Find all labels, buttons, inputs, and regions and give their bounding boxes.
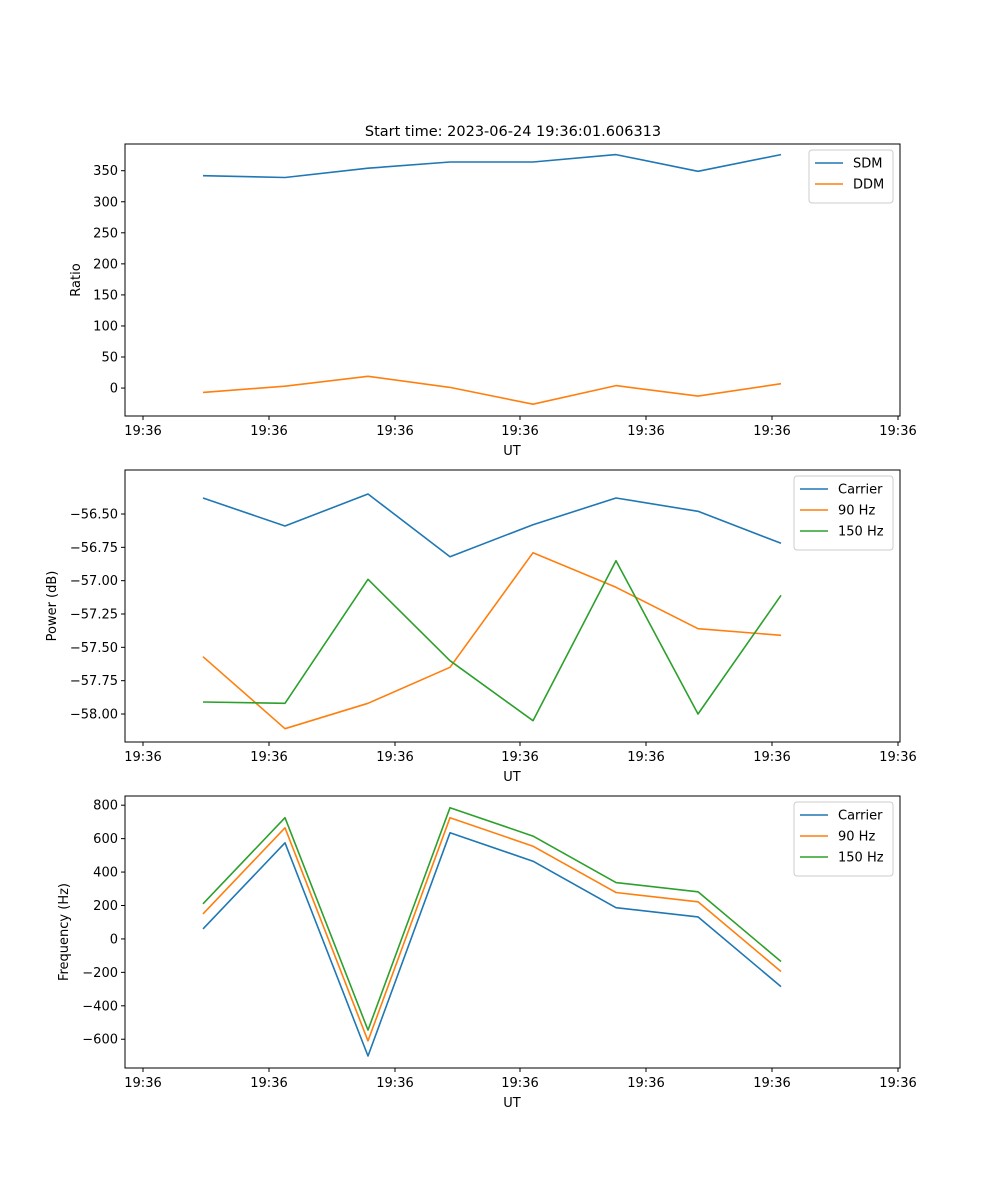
y-tick-label: 0: [110, 932, 118, 947]
x-tick-label: 19:36: [376, 1076, 413, 1091]
y-tick-label: 250: [93, 226, 118, 241]
legend: Carrier 90 Hz 150 Hz: [793, 801, 894, 877]
axes-frame: [124, 469, 901, 743]
x-axis-label: UT: [503, 444, 521, 459]
x-tick-label: 19:36: [753, 750, 790, 765]
y-tick-label: −56.50: [70, 508, 118, 523]
x-tick-label: 19:36: [250, 1076, 287, 1091]
legend-label: 150 Hz: [838, 851, 884, 866]
y-tick-label: −57.50: [70, 641, 118, 656]
y-tick-label: 800: [93, 799, 118, 814]
legend: Carrier 90 Hz 150 Hz: [793, 475, 894, 551]
series-line-carrier: [202, 493, 782, 558]
chart-panel-1: 19:36 19:36 19:36 19:36 19:36 19:36 19:36 0 50 10…: [69, 143, 917, 459]
y-tick-label: 200: [93, 899, 118, 914]
x-axis-label: UT: [503, 770, 521, 785]
y-tick-label: 600: [93, 832, 118, 847]
x-tick-label: 19:36: [250, 750, 287, 765]
y-tick-label: 400: [93, 866, 118, 881]
y-tick-label: 0: [110, 382, 118, 397]
y-tick-label: 300: [93, 195, 118, 210]
x-tick-label: 19:36: [501, 424, 538, 439]
y-axis-label: Ratio: [69, 263, 84, 296]
legend-label: Carrier: [838, 809, 883, 824]
x-tick-label: 19:36: [879, 424, 916, 439]
legend-label: DDM: [853, 178, 884, 193]
legend-label: SDM: [853, 157, 882, 172]
y-tick-label: −56.75: [70, 541, 118, 556]
x-tick-label: 19:36: [501, 1076, 538, 1091]
y-axis-label: Frequency (Hz): [57, 883, 72, 981]
y-tick-label: −57.00: [70, 574, 118, 589]
x-tick-label: 19:36: [879, 750, 916, 765]
legend-label: 90 Hz: [838, 504, 875, 519]
x-axis-label: UT: [503, 1096, 521, 1111]
y-tick-label: −57.25: [70, 608, 118, 623]
series-line-carrier: [202, 831, 782, 1057]
x-tick-label: 19:36: [627, 1076, 664, 1091]
y-tick-label: 200: [93, 257, 118, 272]
y-tick-label: −58.00: [70, 708, 118, 723]
series-line-90-hz: [202, 816, 782, 1042]
y-tick-label: −200: [82, 966, 118, 981]
axes-frame: [124, 795, 901, 1069]
legend-label: 150 Hz: [838, 525, 884, 540]
y-tick-label: −400: [82, 999, 118, 1014]
x-tick-label: 19:36: [376, 750, 413, 765]
chart-panel-3: 19:36 19:36 19:36 19:36 19:36 19:36 19:36 −600 −…: [57, 795, 917, 1111]
x-tick-label: 19:36: [501, 750, 538, 765]
figure-title: Start time: 2023-06-24 19:36:01.606313: [365, 124, 661, 140]
y-tick-label: −600: [82, 1033, 118, 1048]
x-tick-label: 19:36: [376, 424, 413, 439]
x-tick-label: 19:36: [879, 1076, 916, 1091]
series-line-ddm: [202, 375, 782, 406]
series-line-90-hz: [202, 551, 782, 730]
x-tick-label: 19:36: [753, 1076, 790, 1091]
x-tick-label: 19:36: [753, 424, 790, 439]
legend-label: Carrier: [838, 483, 883, 498]
y-tick-label: 100: [93, 319, 118, 334]
legend-label: 90 Hz: [838, 830, 875, 845]
chart-panel-2: 19:36 19:36 19:36 19:36 19:36 19:36 19:36 −58.0…: [45, 469, 917, 785]
x-tick-label: 19:36: [124, 424, 161, 439]
series-line-150-hz: [202, 806, 782, 1031]
y-axis-label: Power (dB): [45, 571, 60, 642]
series-line-150-hz: [202, 559, 782, 722]
x-tick-label: 19:36: [124, 1076, 161, 1091]
y-tick-label: −57.75: [70, 674, 118, 689]
series-line-sdm: [202, 153, 782, 179]
axes-frame: [124, 143, 901, 417]
y-tick-label: 50: [101, 351, 118, 366]
y-tick-label: 350: [93, 164, 118, 179]
x-tick-label: 19:36: [250, 424, 287, 439]
x-tick-label: 19:36: [124, 750, 161, 765]
legend: SDM DDM: [808, 149, 894, 204]
y-tick-label: 150: [93, 288, 118, 303]
x-tick-label: 19:36: [627, 750, 664, 765]
x-tick-label: 19:36: [627, 424, 664, 439]
